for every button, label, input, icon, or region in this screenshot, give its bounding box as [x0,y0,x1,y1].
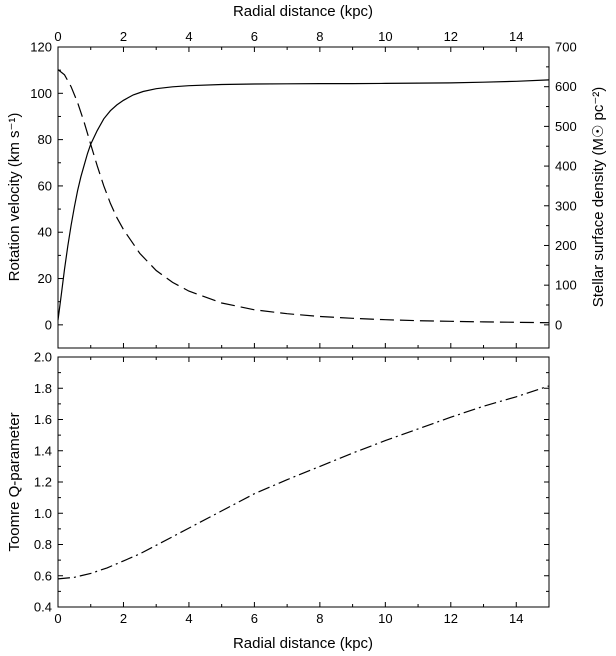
top-x-axis: 0 2 4 6 8 10 12 14 [54,29,524,348]
top-curves [57,69,550,324]
top-right-y-tick-label: 600 [555,79,577,94]
top-right-y-tick-label: 400 [555,159,577,174]
top-right-y-tick-label: 700 [555,40,577,55]
top-x-tick-label: 10 [378,29,392,44]
bottom-x-tick-label: 0 [54,611,61,626]
bottom-y-tick-label: 2.0 [34,350,52,365]
top-x-axis-title: Radial distance (kpc) [233,3,373,20]
top-left-y-tick-label: 60 [38,178,52,193]
top-left-y-tick-label: 80 [38,132,52,147]
top-panel: 0 2 4 6 8 10 12 14 0 20 40 60 80 100 120 0 100 200 300 40… [6,3,607,349]
top-x-tick-label: 2 [120,29,127,44]
stellar-density-curve [57,69,550,324]
bottom-y-tick-label: 0.4 [34,600,52,615]
top-right-y-tick-label: 0 [555,317,562,332]
bottom-y-axis: 0.4 0.6 0.8 1.0 1.2 1.4 1.6 1.8 2.0 [34,350,549,615]
top-right-y-tick-label: 100 [555,278,577,293]
bottom-y-tick-label: 0.6 [34,568,52,583]
top-plot-frame [57,46,550,349]
top-x-tick-label: 12 [444,29,458,44]
bottom-y-tick-label: 1.2 [34,475,52,490]
bottom-x-tick-label: 12 [444,611,458,626]
bottom-x-tick-label: 6 [251,611,258,626]
bottom-curves [57,385,550,580]
bottom-x-axis-title: Radial distance (kpc) [233,635,373,652]
bottom-x-tick-label: 8 [316,611,323,626]
top-left-y-tick-label: 100 [30,86,52,101]
top-left-y-axis-title: Rotation velocity (km s⁻¹) [6,113,23,282]
top-left-y-axis: 0 20 40 60 80 100 120 [30,40,63,349]
top-left-y-tick-label: 0 [45,317,52,332]
top-x-tick-label: 0 [54,29,61,44]
top-right-y-axis: 0 100 200 300 400 500 600 700 [544,40,577,332]
bottom-x-tick-label: 2 [120,611,127,626]
top-right-y-axis-title: Stellar surface density (M☉ pc⁻²) [590,87,607,308]
top-x-tick-label: 4 [185,29,192,44]
bottom-x-tick-label: 14 [509,611,523,626]
top-x-tick-label: 6 [251,29,258,44]
top-x-tick-label: 14 [509,29,523,44]
bottom-y-axis-title: Toomre Q-parameter [6,412,23,551]
bottom-x-tick-label: 4 [185,611,192,626]
toomre-q-curve [57,385,550,580]
top-right-y-tick-label: 300 [555,198,577,213]
bottom-x-tick-label: 10 [378,611,392,626]
bottom-x-axis: 0 2 4 6 8 10 12 14 [54,357,524,626]
top-left-y-tick-label: 20 [38,271,52,286]
bottom-y-tick-label: 1.8 [34,381,52,396]
top-right-y-tick-label: 200 [555,238,577,253]
bottom-y-tick-label: 0.8 [34,537,52,552]
bottom-plot-frame [57,356,550,608]
top-left-y-tick-label: 120 [30,40,52,55]
bottom-y-tick-label: 1.6 [34,412,52,427]
rotation-velocity-curve [57,79,550,321]
top-left-y-tick-label: 40 [38,225,52,240]
top-x-tick-label: 8 [316,29,323,44]
bottom-panel: 0 2 4 6 8 10 12 14 0.40.60.81.01.21.41.61.82.0 … [6,350,550,652]
bottom-y-tick-label: 1.4 [34,443,52,458]
bottom-y-tick-label: 1.0 [34,506,52,521]
top-right-y-tick-label: 500 [555,119,577,134]
